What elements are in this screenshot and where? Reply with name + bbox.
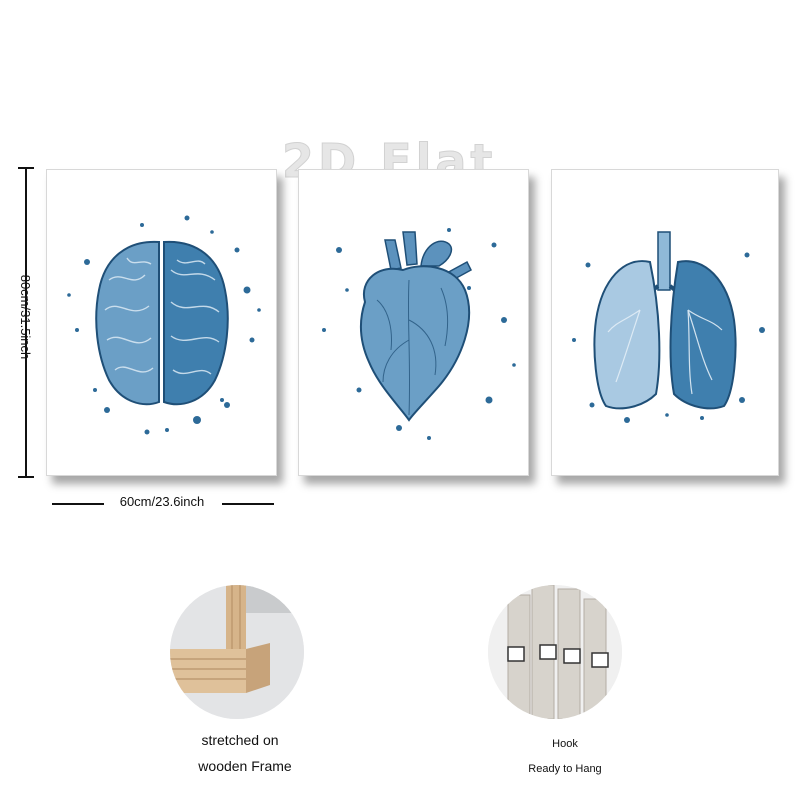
heart-icon: [322, 228, 516, 440]
hook-caption-line2: Ready to Hang: [528, 763, 602, 775]
heart-detail: [376, 279, 449, 416]
lungs-splatter: [572, 252, 765, 423]
heart-print-panel: [298, 169, 529, 476]
brain-print-panel: [46, 169, 277, 476]
brain-folds: [104, 257, 220, 375]
left-lung: [593, 260, 661, 410]
height-dimension-label: 80cm/31.5inch: [18, 274, 33, 360]
frame-caption-line2: wooden Frame: [198, 758, 292, 774]
frame-caption-line1: stretched on: [201, 732, 279, 748]
heart-body: [359, 265, 471, 422]
lung-airways: [607, 309, 723, 395]
trachea: [657, 231, 671, 291]
lungs-icon: [572, 231, 765, 423]
width-dimension-line-left: [52, 503, 104, 505]
right-lung: [669, 260, 737, 410]
lungs-print-panel: [551, 169, 779, 476]
height-dimension-cap-bottom: [18, 476, 34, 478]
hook-caption-line1: Hook: [552, 738, 578, 750]
heart-splatter: [322, 228, 516, 440]
brain-icon: [67, 215, 261, 435]
brain-splatter: [67, 215, 261, 435]
brain-left-hemisphere: [95, 240, 160, 406]
brain-right-hemisphere: [163, 240, 229, 406]
height-dimension-line: [25, 167, 27, 477]
width-dimension-label: 60cm/23.6inch: [119, 494, 205, 509]
height-dimension-cap-top: [18, 167, 34, 169]
hook-photo: [488, 585, 622, 719]
wooden-frame-photo: [170, 585, 304, 719]
width-dimension-line-right: [222, 503, 274, 505]
